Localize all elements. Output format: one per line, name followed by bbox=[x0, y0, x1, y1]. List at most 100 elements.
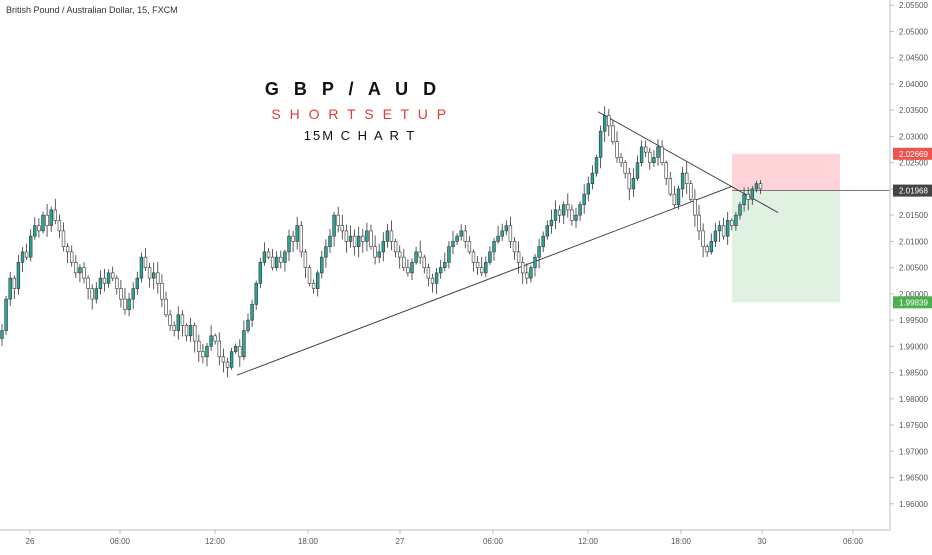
candle-body bbox=[471, 251, 476, 263]
stop-price-label: 2.02669 bbox=[899, 150, 928, 159]
candle-body bbox=[561, 204, 566, 216]
candle-body bbox=[422, 256, 426, 268]
candle-body bbox=[639, 146, 644, 163]
price-tick-label: 2.04500 bbox=[899, 54, 928, 63]
candle-body bbox=[582, 193, 586, 205]
candle-body bbox=[0, 330, 4, 339]
candle-body bbox=[102, 277, 107, 284]
candle-body bbox=[303, 251, 308, 268]
candle-body bbox=[467, 241, 472, 253]
candle-body bbox=[438, 267, 443, 274]
candle-body bbox=[397, 251, 402, 258]
candle-body bbox=[279, 256, 283, 263]
candle-body bbox=[566, 204, 570, 211]
candle-body bbox=[730, 220, 734, 226]
candle-body bbox=[676, 188, 681, 205]
candle-body bbox=[156, 272, 160, 284]
candle-body bbox=[123, 298, 127, 310]
candle-body bbox=[61, 230, 66, 247]
candle-body bbox=[725, 220, 730, 237]
candle-body bbox=[164, 298, 168, 316]
candle-body bbox=[8, 277, 12, 300]
candle-body bbox=[652, 157, 656, 163]
trendline-ascending-support[interactable] bbox=[236, 185, 733, 376]
candle-body bbox=[516, 251, 521, 263]
candle-body bbox=[184, 325, 189, 337]
candle-body bbox=[37, 225, 41, 232]
candle-body bbox=[758, 183, 763, 190]
candle-body bbox=[709, 241, 714, 253]
candle-body bbox=[115, 277, 119, 289]
candle-body bbox=[238, 346, 242, 358]
candle-body bbox=[705, 246, 709, 253]
candle-body bbox=[328, 235, 332, 247]
candle-body bbox=[82, 267, 86, 279]
candle-body bbox=[197, 340, 201, 352]
candle-body bbox=[377, 251, 381, 258]
price-tick-label: 1.96500 bbox=[899, 474, 928, 483]
candle-body bbox=[287, 235, 291, 253]
target-price-label: 1.99839 bbox=[899, 298, 928, 307]
candle-body bbox=[340, 225, 344, 232]
candle-body bbox=[713, 230, 718, 242]
candle-body bbox=[143, 256, 148, 268]
candle-body bbox=[291, 235, 295, 242]
candle-body bbox=[74, 262, 78, 274]
candle-body bbox=[344, 230, 349, 242]
candle-body bbox=[57, 220, 62, 232]
candle-body bbox=[106, 272, 111, 284]
price-tick-label: 2.00500 bbox=[899, 264, 928, 273]
candle-body bbox=[594, 157, 599, 174]
annotation-title: G B P / A U D bbox=[264, 79, 442, 99]
price-tick-label: 2.03500 bbox=[899, 106, 928, 115]
candle-body bbox=[537, 246, 541, 258]
price-tick-label: 2.02500 bbox=[899, 159, 928, 168]
candle-body bbox=[500, 230, 504, 237]
candle-body bbox=[549, 220, 554, 226]
candle-body bbox=[172, 325, 176, 331]
candle-body bbox=[602, 115, 607, 132]
candle-body bbox=[697, 214, 701, 232]
candle-body bbox=[680, 172, 685, 190]
candle-body bbox=[533, 256, 537, 268]
candle-body bbox=[598, 130, 603, 158]
stop-price-label-background bbox=[893, 147, 932, 160]
candle-body bbox=[619, 157, 623, 163]
candle-body bbox=[443, 262, 447, 268]
candle-body bbox=[90, 288, 94, 300]
candle-body bbox=[545, 225, 550, 237]
candle-body bbox=[484, 262, 488, 274]
candle-body bbox=[541, 235, 545, 247]
candle-body bbox=[311, 283, 316, 289]
candle-body bbox=[586, 183, 591, 195]
candle-body bbox=[24, 251, 29, 258]
candle-body bbox=[246, 319, 250, 331]
candle-body bbox=[434, 272, 439, 284]
candle-body bbox=[299, 225, 303, 253]
candle-body bbox=[418, 251, 422, 258]
candle-body bbox=[234, 346, 238, 352]
candle-body bbox=[414, 251, 418, 263]
time-tick-label: 18:00 bbox=[671, 537, 692, 546]
candle-body bbox=[492, 241, 496, 253]
candle-body bbox=[381, 241, 385, 253]
candle-body bbox=[525, 272, 529, 279]
candle-body bbox=[463, 230, 467, 242]
candle-body bbox=[529, 267, 533, 279]
candle-body bbox=[557, 209, 562, 216]
candle-body bbox=[53, 209, 58, 221]
candle-body bbox=[701, 230, 705, 247]
price-axis-background bbox=[890, 0, 932, 550]
candle-body bbox=[385, 230, 390, 242]
candle-body bbox=[225, 361, 230, 368]
candle-body bbox=[631, 178, 636, 190]
candle-body bbox=[221, 356, 226, 363]
candle-body bbox=[615, 141, 619, 158]
price-tick-label: 2.03000 bbox=[899, 132, 928, 141]
take-profit-zone bbox=[732, 190, 840, 303]
candle-body bbox=[28, 235, 33, 258]
candle-body bbox=[266, 251, 271, 258]
price-tick-label: 1.98500 bbox=[899, 369, 928, 378]
